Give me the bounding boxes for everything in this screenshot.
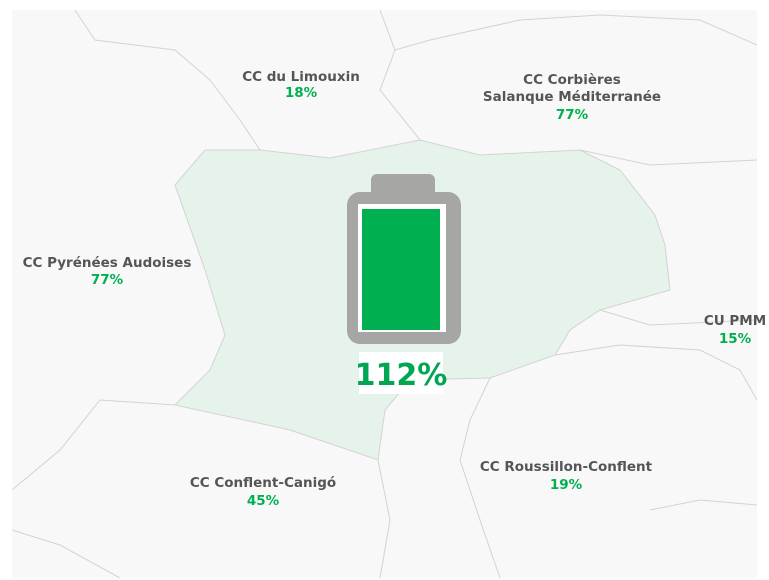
region-name: CC Corbières bbox=[523, 72, 621, 88]
region-border bbox=[599, 309, 757, 326]
region-border bbox=[12, 529, 121, 578]
value-background bbox=[359, 352, 443, 394]
region-name: CC Conflent-Canigó bbox=[190, 475, 336, 491]
region-value: 19% bbox=[550, 477, 583, 493]
region-name: CC Roussillon-Conflent bbox=[480, 459, 653, 475]
region-value: 18% bbox=[285, 85, 318, 101]
battery-icon bbox=[347, 174, 461, 344]
region-border bbox=[74, 10, 261, 151]
region-border bbox=[377, 459, 391, 578]
region-border bbox=[649, 499, 757, 511]
region-name: CC du Limouxin bbox=[242, 69, 360, 85]
selected-value: 112% bbox=[355, 358, 448, 393]
region-border bbox=[459, 377, 501, 578]
region-border bbox=[554, 344, 757, 401]
region-border bbox=[379, 49, 421, 141]
region-value: 77% bbox=[91, 272, 124, 288]
battery-fill bbox=[362, 209, 440, 330]
region-value: 77% bbox=[556, 107, 589, 123]
region-border bbox=[12, 399, 176, 491]
region-name: CU PMM bbox=[704, 313, 766, 329]
region-value: 15% bbox=[719, 331, 752, 347]
region-name: Salanque Méditerranée bbox=[483, 89, 661, 105]
region-border bbox=[579, 149, 757, 166]
region-value: 45% bbox=[247, 493, 280, 509]
region-name: CC Pyrénées Audoises bbox=[23, 255, 192, 271]
